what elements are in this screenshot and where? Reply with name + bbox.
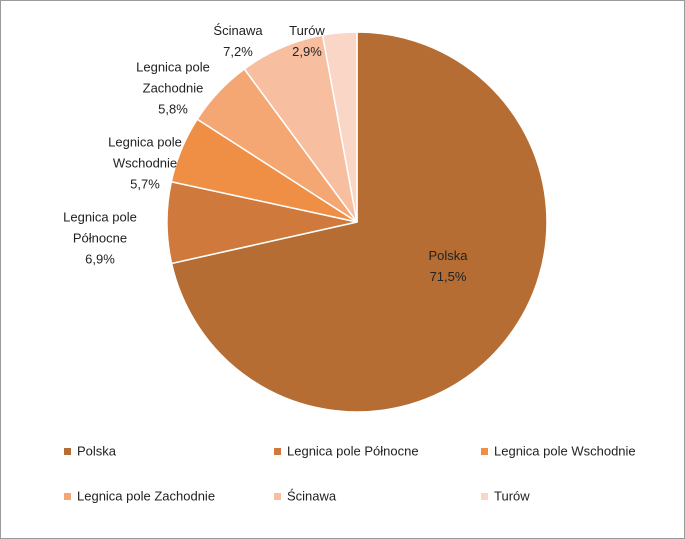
slice-label-value: 5,8% [158, 101, 188, 117]
slice-label-name: Ścinawa [213, 23, 263, 38]
slice-label-name: Legnica pole Zachodnie [136, 59, 210, 96]
legend-label: Legnica pole Zachodnie [77, 488, 215, 503]
slice-label-name: Legnica pole Północne [63, 209, 137, 246]
legend-swatch [64, 493, 71, 500]
pie-slice [321, 31, 358, 223]
slice-label-name: Turów [289, 23, 325, 38]
slice-label-value: 71,5% [429, 269, 467, 284]
legend-label: Legnica pole Północne [287, 443, 419, 458]
slice-label-value: 5,7% [130, 176, 160, 192]
slice-label: Polska 71,5% [408, 245, 488, 287]
slice-label-name: Legnica pole Wschodnie [108, 134, 182, 171]
pie-slice [170, 31, 548, 413]
legend-swatch [274, 493, 281, 500]
legend-swatch [64, 448, 71, 455]
slice-label-name: Polska [428, 248, 468, 263]
slice-label: Legnica pole Wschodnie 5,7% [95, 132, 195, 195]
legend-label: Turów [494, 488, 530, 503]
slice-label: Legnica pole Zachodnie 5,8% [123, 57, 223, 120]
slice-label-value: 2,9% [292, 44, 322, 59]
legend-swatch [481, 493, 488, 500]
slice-label: Ścinawa 7,2% [198, 20, 278, 62]
slice-label: Legnica pole Północne 6,9% [50, 207, 150, 270]
legend-swatch [481, 448, 488, 455]
slice-label-value: 7,2% [223, 44, 253, 59]
slice-label: Turów 2,9% [267, 20, 347, 62]
legend-label: Legnica pole Wschodnie [494, 443, 636, 458]
slice-label-value: 6,9% [85, 251, 115, 267]
legend-swatch [274, 448, 281, 455]
legend-label: Ścinawa [287, 488, 337, 503]
legend-label: Polska [77, 443, 117, 458]
